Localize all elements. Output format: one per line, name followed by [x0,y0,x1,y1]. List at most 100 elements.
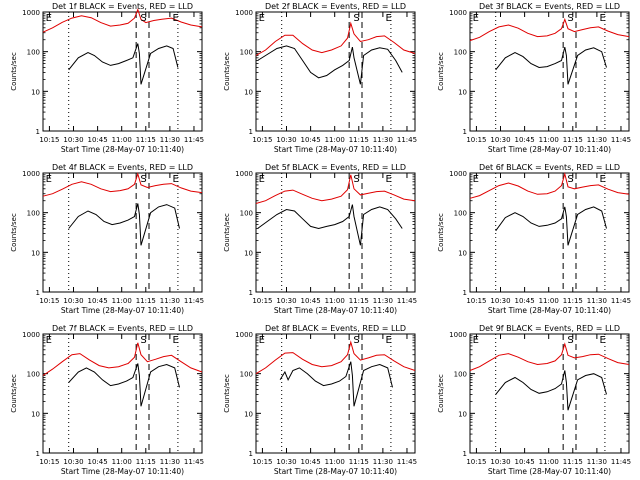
marker-label-e: E [259,13,265,24]
x-tick-label: 10:30 [490,297,510,305]
x-tick-label: 11:15 [349,458,369,466]
y-tick-label: 10 [458,410,467,418]
marker-label-s: S [140,174,146,185]
marker-label-e: E [259,335,265,346]
x-tick-label: 11:00 [112,458,132,466]
panel-title: Det 8f BLACK = Events, RED = LLD [265,324,406,333]
x-tick-label: 11:15 [136,458,156,466]
panel-det-7: Det 7f BLACK = Events, RED = LLD 1 10 100 10… [10,324,204,476]
series-line-lld [469,171,630,199]
series-line-events [279,361,393,407]
x-tick-label: 10:15 [252,458,272,466]
series-line-events [68,203,180,246]
y-tick-label: 1 [249,128,253,136]
y-tick-label: 1 [463,450,467,458]
series-line-events [495,46,607,85]
x-tick-label: 10:45 [301,297,321,305]
y-tick-label: 1 [463,289,467,297]
x-tick-label: 11:15 [563,136,583,144]
panel-title: Det 2f BLACK = Events, RED = LLD [265,2,406,11]
marker-label-s: S [353,13,359,24]
x-tick-label: 11:30 [160,458,180,466]
x-tick-label: 11:15 [563,297,583,305]
y-tick-label: 10 [244,410,253,418]
x-tick-label: 10:30 [490,136,510,144]
y-axis-label: Counts/sec [437,374,445,413]
y-tick-label: 1000 [235,170,253,178]
y-axis-label: Counts/sec [10,374,18,413]
marker-label-e: E [599,174,605,185]
y-axis-label: Counts/sec [223,374,231,413]
x-tick-label: 11:00 [112,136,132,144]
x-tick-label: 11:00 [325,136,345,144]
y-tick-label: 1000 [449,331,467,339]
x-tick-label: 11:45 [184,297,204,305]
y-tick-label: 1 [249,289,253,297]
x-tick-label: 10:45 [301,136,321,144]
x-axis-label: Start Time (28-May-07 10:11:40) [274,145,397,154]
x-tick-label: 11:00 [325,297,345,305]
marker-label-e: E [385,174,391,185]
y-tick-label: 1 [36,289,40,297]
y-tick-label: 10 [244,249,253,257]
x-tick-label: 11:45 [184,458,204,466]
x-tick-label: 10:15 [39,136,59,144]
x-tick-label: 11:45 [611,458,631,466]
x-tick-label: 11:45 [611,136,631,144]
x-tick-label: 10:30 [63,297,83,305]
x-tick-label: 11:30 [587,458,607,466]
y-axis-label: Counts/sec [10,52,18,91]
x-tick-label: 11:30 [587,136,607,144]
marker-label-e: E [46,174,52,185]
x-axis-label: Start Time (28-May-07 10:11:40) [61,306,184,315]
series-line-lld [42,342,203,376]
plot-frame [42,172,203,293]
x-tick-label: 10:45 [515,458,535,466]
y-axis-label: Counts/sec [10,213,18,252]
marker-label-s: S [140,13,146,24]
x-tick-label: 10:45 [88,136,108,144]
x-tick-label: 11:30 [373,136,393,144]
y-axis-label: Counts/sec [223,213,231,252]
x-tick-label: 11:30 [373,297,393,305]
x-tick-label: 10:15 [252,297,272,305]
plot-frame [255,333,416,454]
panel-det-2: Det 2f BLACK = Events, RED = LLD 1 10 100 10… [223,2,417,154]
marker-label-s: S [567,174,573,185]
marker-label-e: E [473,335,479,346]
marker-label-e: E [46,335,52,346]
y-tick-label: 100 [240,371,253,379]
y-tick-label: 1000 [235,331,253,339]
marker-label-s: S [353,174,359,185]
y-tick-label: 10 [31,88,40,96]
x-tick-label: 11:45 [397,297,417,305]
x-axis-label: Start Time (28-May-07 10:11:40) [488,306,611,315]
x-axis-label: Start Time (28-May-07 10:11:40) [61,145,184,154]
x-tick-label: 10:45 [88,297,108,305]
x-tick-label: 11:00 [539,297,559,305]
y-tick-label: 100 [240,210,253,218]
x-tick-label: 10:45 [88,458,108,466]
x-tick-label: 10:15 [466,297,486,305]
x-tick-label: 11:30 [160,136,180,144]
panel-det-5: Det 5f BLACK = Events, RED = LLD 1 10 100 10… [223,163,417,315]
x-tick-label: 11:45 [611,297,631,305]
y-tick-label: 1 [36,128,40,136]
y-tick-label: 100 [27,49,40,57]
series-line-lld [469,342,630,371]
plot-frame [469,333,630,454]
x-tick-label: 11:30 [373,458,393,466]
y-tick-label: 1000 [22,331,40,339]
series-line-lld [42,172,203,197]
x-tick-label: 10:15 [466,458,486,466]
x-tick-label: 10:30 [63,458,83,466]
marker-label-e: E [259,174,265,185]
y-tick-label: 100 [454,49,467,57]
x-tick-label: 10:30 [63,136,83,144]
y-tick-label: 1000 [449,170,467,178]
marker-label-e: E [172,335,178,346]
y-tick-label: 10 [458,249,467,257]
x-tick-label: 11:45 [397,136,417,144]
marker-label-s: S [140,335,146,346]
